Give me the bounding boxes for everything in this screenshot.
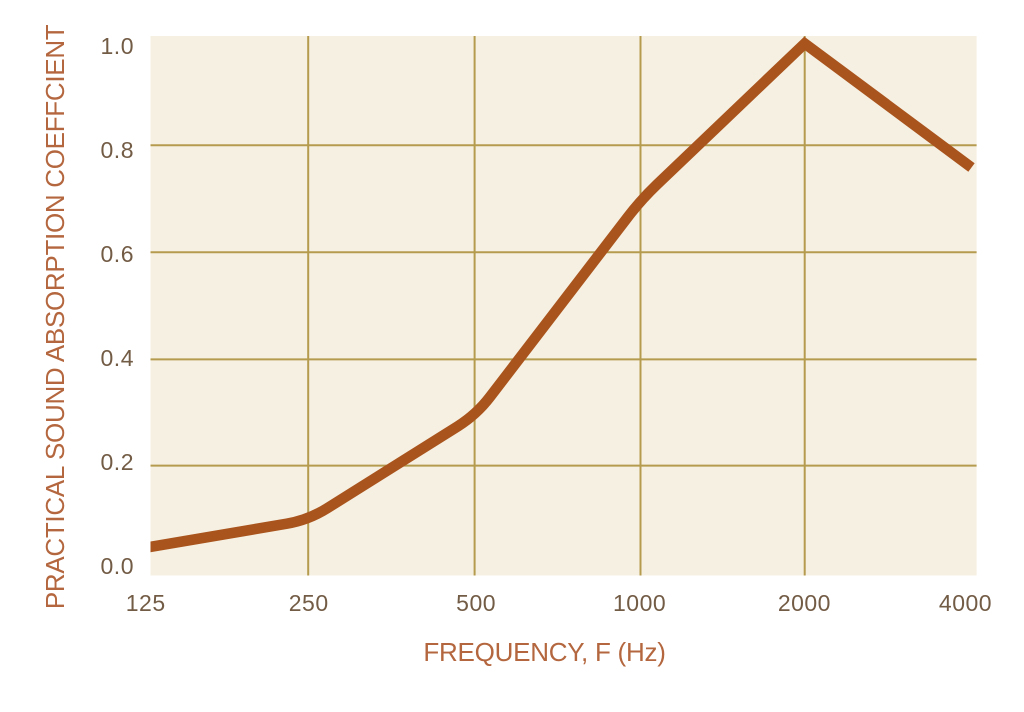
svg-text:250: 250 <box>289 590 329 616</box>
svg-text:1.0: 1.0 <box>101 33 134 59</box>
svg-text:4000: 4000 <box>939 590 992 616</box>
svg-text:PRACTICAL SOUND ABSORPTION COE: PRACTICAL SOUND ABSORPTION COEFFCIENT <box>40 24 70 609</box>
svg-text:0.8: 0.8 <box>101 137 134 163</box>
svg-text:2000: 2000 <box>778 590 831 616</box>
svg-text:FREQUENCY, F (Hz): FREQUENCY, F (Hz) <box>423 637 665 667</box>
svg-text:500: 500 <box>456 590 496 616</box>
svg-text:1000: 1000 <box>613 590 666 616</box>
svg-text:0.4: 0.4 <box>101 345 134 371</box>
svg-text:0.6: 0.6 <box>101 241 134 267</box>
svg-text:0.0: 0.0 <box>101 553 134 579</box>
svg-text:125: 125 <box>126 590 166 616</box>
svg-text:0.2: 0.2 <box>101 449 134 475</box>
